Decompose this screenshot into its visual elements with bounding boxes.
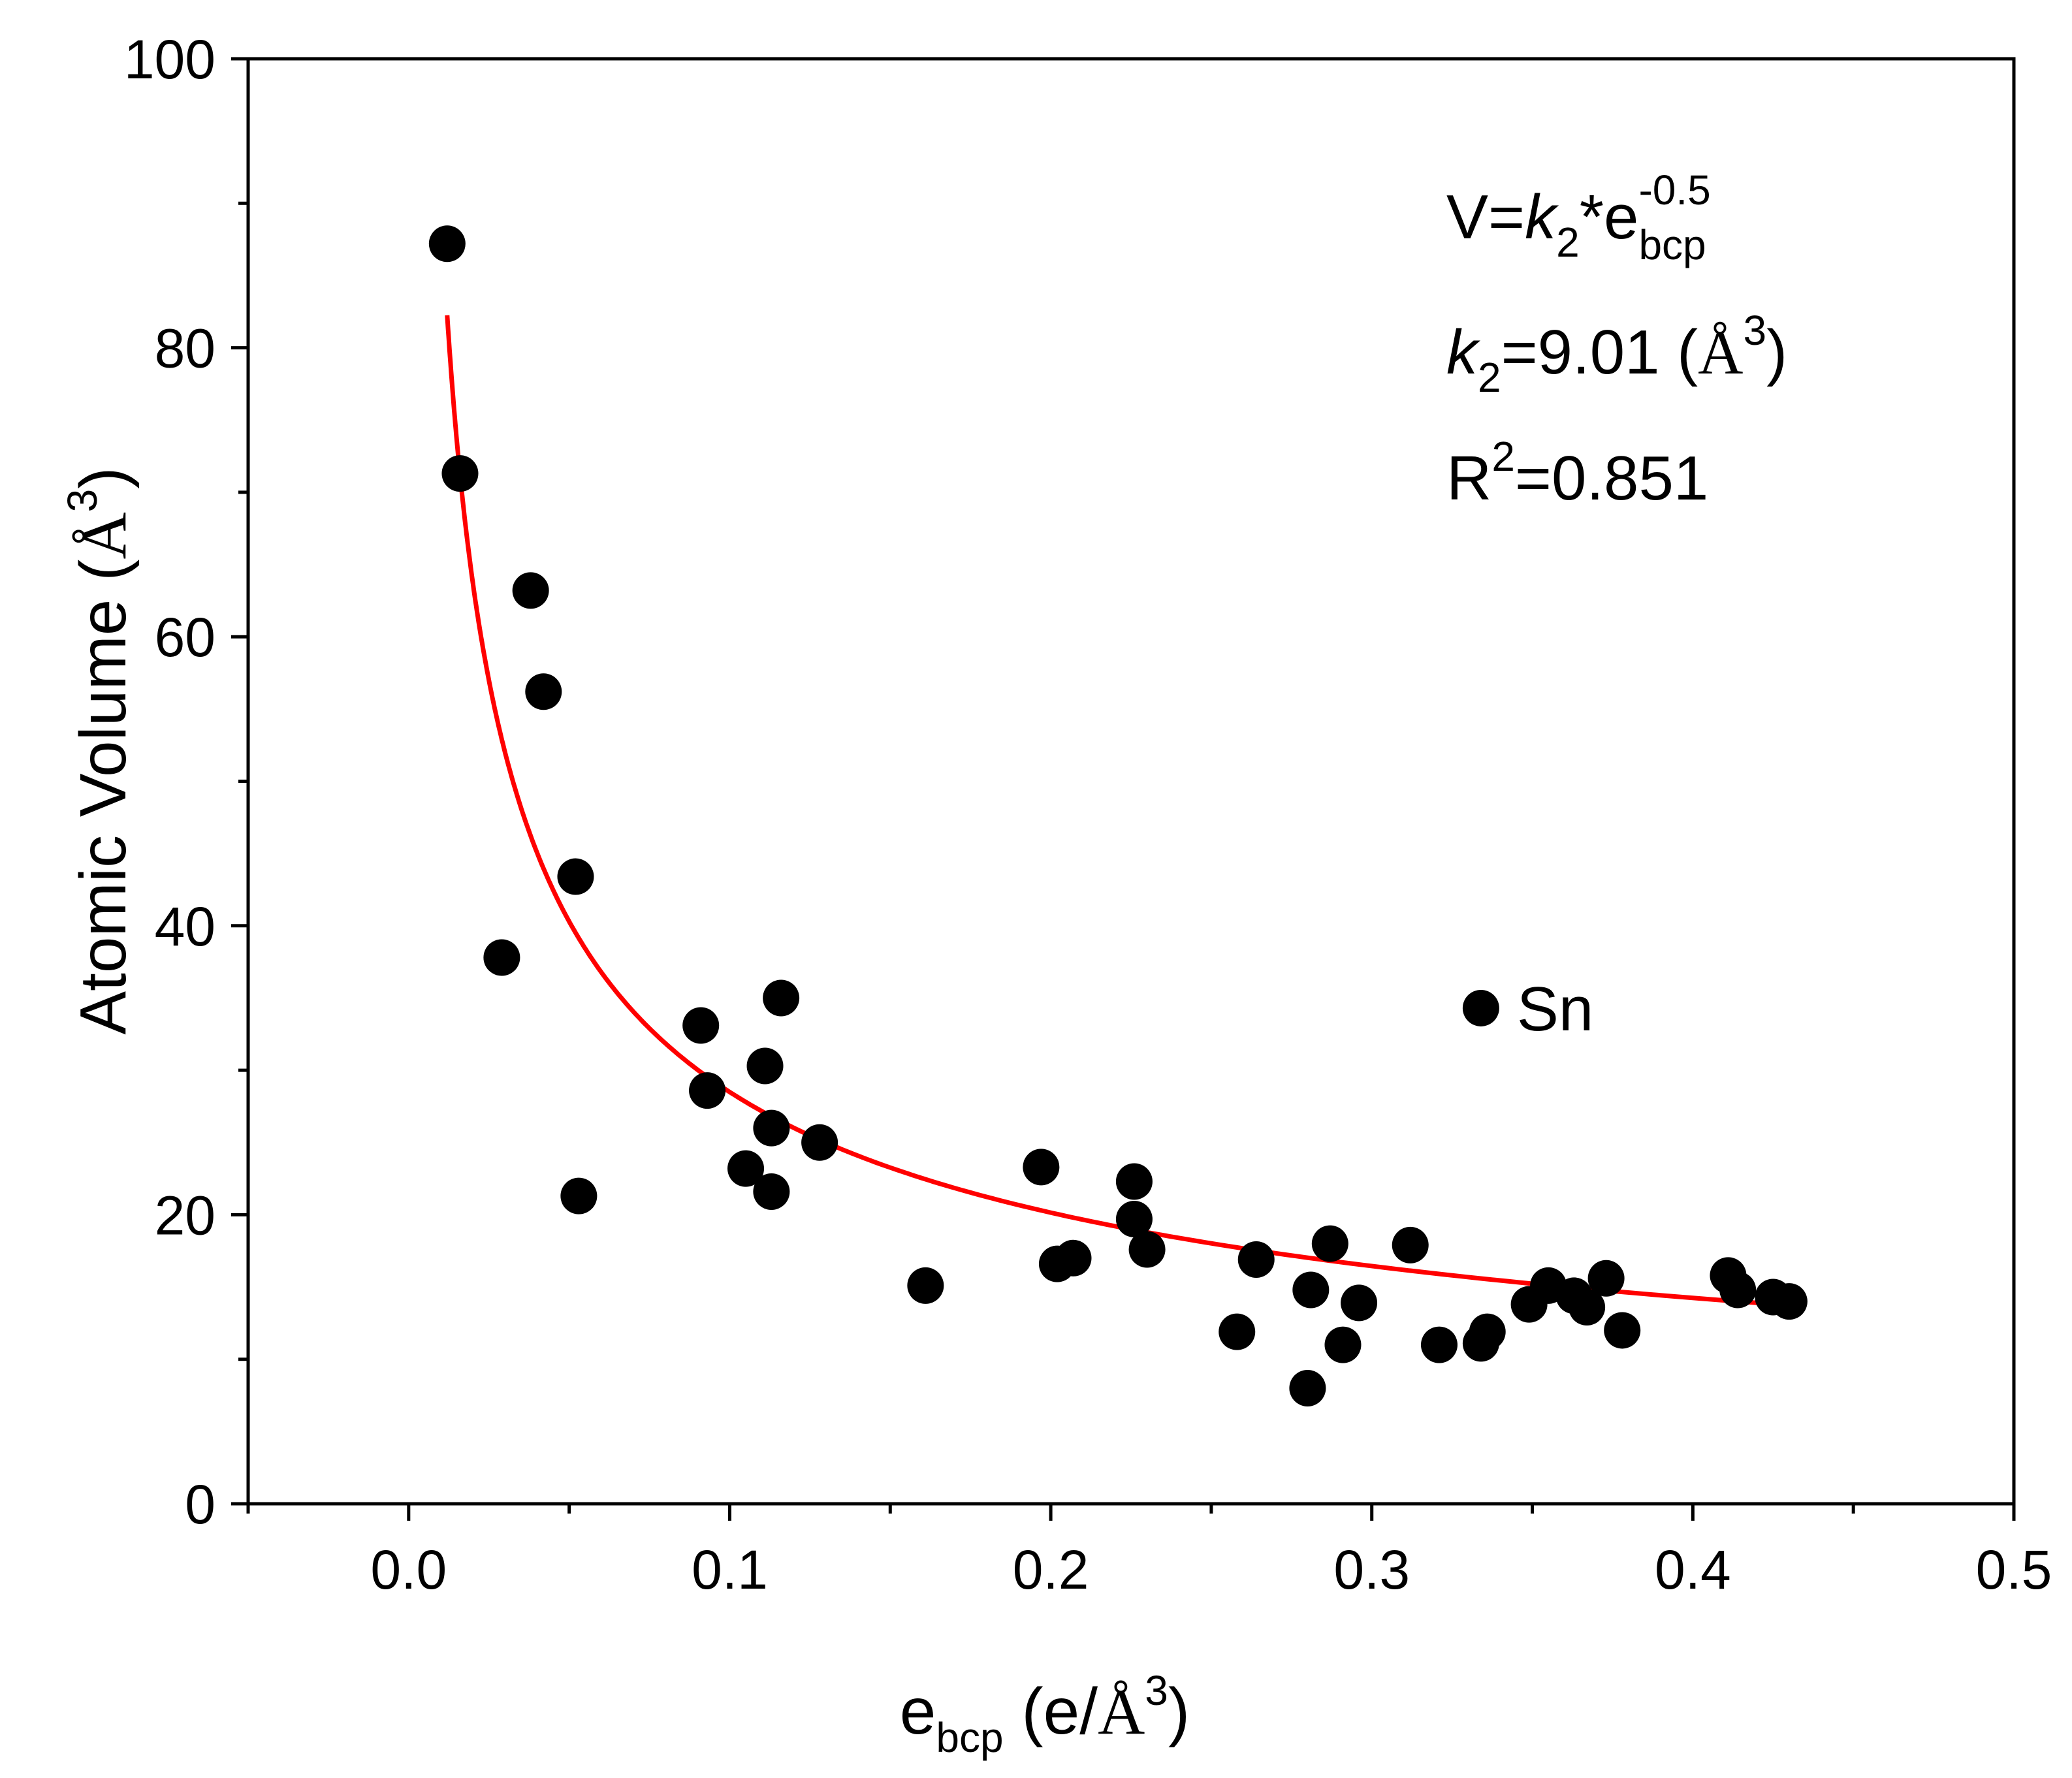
y-axis-title-close: ) — [67, 467, 140, 488]
fit-equation-lhs: V= — [1446, 182, 1525, 252]
x-axis-title: ebcp (e/Å3) — [900, 1667, 1190, 1761]
data-point-7 — [682, 1007, 720, 1044]
data-point-15 — [907, 1267, 944, 1304]
sn-point-label: Sn — [1517, 974, 1593, 1044]
fit-equation-mid: *e — [1580, 182, 1639, 252]
x-axis-title-sub: bcp — [936, 1714, 1003, 1761]
data-point-6 — [560, 1177, 598, 1214]
x-tick-label-4: 0.4 — [1655, 1539, 1731, 1600]
data-point-13 — [753, 1173, 790, 1210]
data-point-5 — [483, 939, 520, 976]
data-point-29 — [1392, 1226, 1429, 1263]
y-tick-label-4: 80 — [155, 318, 215, 379]
y-tick-label-3: 60 — [155, 607, 215, 668]
fit-equation-sup: -0.5 — [1638, 167, 1710, 214]
fit-k-value-sup: 3 — [1743, 307, 1766, 354]
data-point-42 — [1770, 1283, 1808, 1320]
data-point-3 — [525, 673, 562, 710]
data-point-10 — [753, 1109, 790, 1147]
ticks-layer: 0.0 0.1 0.2 0.3 0.4 0.5 0 20 40 60 80 100 — [124, 29, 2052, 1600]
x-axis-title-angstrom: Å — [1098, 1675, 1145, 1748]
data-point-32 — [1469, 1313, 1506, 1350]
data-point-14 — [801, 1124, 838, 1161]
data-point-16 — [1023, 1149, 1060, 1186]
data-point-8 — [689, 1072, 726, 1109]
y-tick-label-0: 0 — [185, 1474, 215, 1535]
points-layer — [428, 225, 1808, 1406]
fit-equation-sub: bcp — [1638, 221, 1706, 268]
y-axis-title-angstrom: Å — [67, 512, 140, 559]
x-axis-title-close: ) — [1168, 1675, 1190, 1748]
fit-k-value-angstrom: Å — [1698, 317, 1743, 387]
x-tick-label-1: 0.1 — [692, 1539, 768, 1600]
data-point-38 — [1604, 1312, 1641, 1349]
data-point-0 — [428, 225, 466, 262]
x-axis-title-units: (e/ — [1004, 1675, 1098, 1748]
data-point-1 — [441, 455, 479, 492]
fit-curve — [445, 315, 1790, 1308]
x-tick-label-0: 0.0 — [370, 1539, 447, 1600]
data-point-37 — [1587, 1260, 1625, 1297]
data-point-26 — [1311, 1225, 1348, 1262]
fit-equation-k-sub: 2 — [1556, 219, 1580, 266]
y-axis-title-sup: 3 — [59, 489, 106, 513]
data-point-24 — [1289, 1369, 1326, 1406]
fit-r-squared-r: R — [1446, 443, 1491, 513]
y-tick-label-5: 100 — [124, 29, 215, 90]
data-point-30 — [1420, 1326, 1458, 1363]
data-point-12 — [727, 1150, 765, 1187]
fit-layer — [445, 315, 1790, 1308]
data-point-40 — [1719, 1271, 1757, 1309]
fit-k-value-text: =9.01 ( — [1501, 317, 1698, 387]
data-point-25 — [1292, 1271, 1330, 1309]
data-point-23 — [1237, 1241, 1275, 1278]
fit-k-value-sub: 2 — [1478, 354, 1501, 401]
fit-k-value-k: k — [1446, 317, 1481, 387]
data-point-21 — [1128, 1231, 1166, 1268]
data-point-11 — [763, 979, 800, 1017]
x-axis-title-sup: 3 — [1145, 1667, 1168, 1714]
fit-equation-k: k — [1525, 182, 1559, 252]
data-point-20 — [1115, 1201, 1153, 1238]
data-point-19 — [1115, 1163, 1153, 1200]
fit-k-value: k2=9.01 (Å3) — [1446, 307, 1787, 401]
data-point-22 — [1219, 1313, 1256, 1350]
x-tick-label-5: 0.5 — [1976, 1539, 2052, 1600]
data-point-9 — [746, 1047, 784, 1085]
data-point-28 — [1341, 1284, 1378, 1322]
y-axis-title-text: Atomic Volume ( — [67, 560, 140, 1035]
y-tick-label-2: 40 — [155, 896, 215, 957]
fit-equation: V=k2*e-0.5 bcp — [1446, 167, 1711, 268]
fit-r-squared-text: =0.851 — [1515, 443, 1708, 513]
fit-k-value-close: ) — [1766, 317, 1787, 387]
data-point-sn — [1462, 989, 1499, 1026]
x-tick-label-3: 0.3 — [1333, 1539, 1410, 1600]
fit-r-squared: R2=0.851 — [1446, 433, 1708, 513]
data-point-36 — [1569, 1289, 1606, 1326]
data-point-4 — [557, 858, 594, 895]
data-point-2 — [512, 572, 549, 609]
data-point-18 — [1055, 1239, 1092, 1277]
x-axis-title-base: e — [900, 1675, 936, 1748]
fit-r-squared-sup: 2 — [1491, 433, 1515, 480]
y-axis-title: Atomic Volume (Å3) — [59, 467, 140, 1034]
x-tick-label-2: 0.2 — [1013, 1539, 1089, 1600]
data-point-27 — [1324, 1326, 1362, 1363]
y-tick-label-1: 20 — [155, 1184, 215, 1246]
